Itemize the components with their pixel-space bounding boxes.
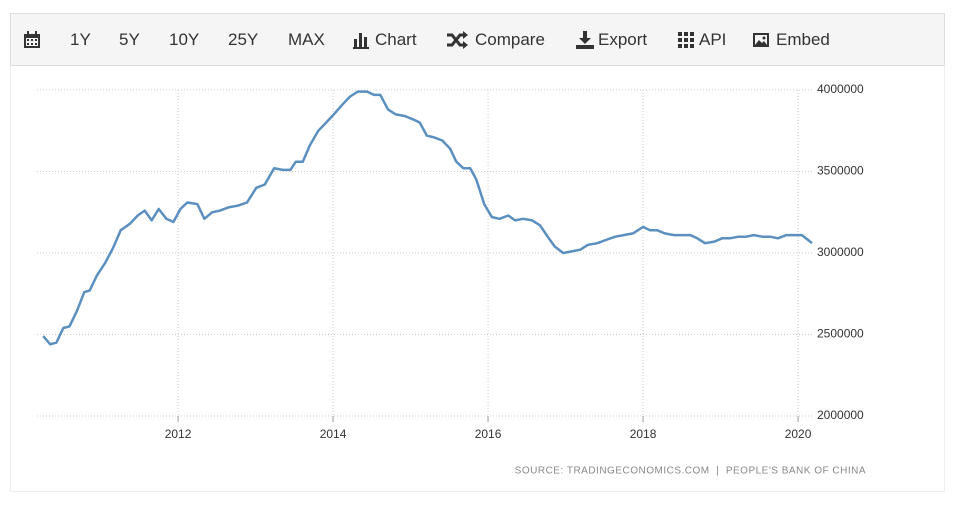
x-tick-label: 2014 xyxy=(320,427,347,441)
y-tick-label: 2000000 xyxy=(817,408,864,422)
range-button[interactable]: 5Y xyxy=(119,30,140,49)
api-button[interactable]: API xyxy=(699,30,727,49)
chart-icon xyxy=(353,33,369,49)
x-tick-label: 2018 xyxy=(630,427,657,441)
range-button[interactable]: 10Y xyxy=(169,30,200,49)
toolbar: 1Y 5Y 10Y 25Y MAX Chart Compare Export A… xyxy=(10,13,945,66)
y-tick-label: 3500000 xyxy=(817,164,864,178)
compare-icon xyxy=(447,31,468,49)
source-note: SOURCE: TRADINGECONOMICS.COM | PEOPLE'S … xyxy=(515,466,866,477)
embed-button[interactable]: Embed xyxy=(776,30,830,49)
api-icon xyxy=(678,32,694,48)
export-button[interactable]: Export xyxy=(598,30,648,49)
calendar-icon[interactable] xyxy=(23,31,41,49)
range-button[interactable]: 1Y xyxy=(70,30,91,49)
range-button[interactable]: MAX xyxy=(288,30,325,49)
y-tick-label: 3000000 xyxy=(817,245,864,259)
x-tick-label: 2012 xyxy=(165,427,192,441)
embed-icon xyxy=(753,33,769,47)
x-tick-label: 2020 xyxy=(785,427,812,441)
chart-button[interactable]: Chart xyxy=(375,30,417,49)
range-button[interactable]: 25Y xyxy=(228,30,259,49)
y-tick-label: 2500000 xyxy=(817,327,864,341)
compare-button[interactable]: Compare xyxy=(475,30,545,49)
x-tick-label: 2016 xyxy=(475,427,502,441)
chart-panel xyxy=(10,65,945,492)
data-line xyxy=(42,90,813,346)
y-tick-label: 4000000 xyxy=(817,82,864,96)
export-icon xyxy=(576,31,594,49)
